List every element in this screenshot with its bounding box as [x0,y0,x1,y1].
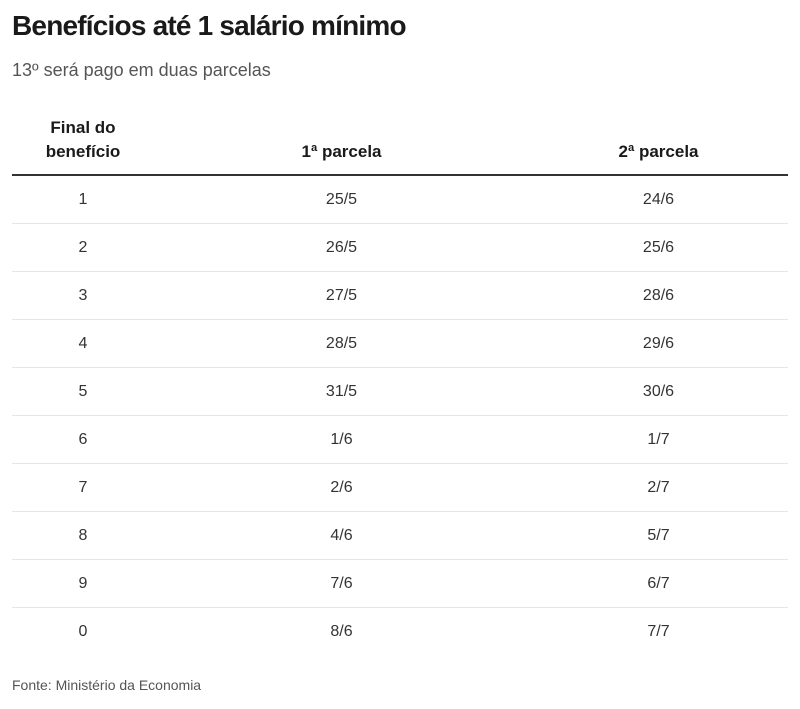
table-row: 1 25/5 24/6 [12,175,788,224]
cell-final: 7 [12,463,154,512]
cell-final: 5 [12,367,154,416]
table-row: 4 28/5 29/6 [12,319,788,368]
cell-2a-parcela: 28/6 [529,271,788,320]
column-header-2a-parcela: 2ª parcela [529,110,788,176]
cell-1a-parcela: 1/6 [154,415,529,464]
table-row: 0 8/6 7/7 [12,608,788,656]
column-header-final-do-beneficio: Final do benefício [12,110,154,176]
payment-schedule-table: Final do benefício 1ª parcela 2ª parcela… [12,110,788,655]
cell-final: 4 [12,319,154,368]
cell-2a-parcela: 2/7 [529,463,788,512]
cell-1a-parcela: 28/5 [154,319,529,368]
cell-final: 2 [12,223,154,272]
cell-1a-parcela: 4/6 [154,511,529,560]
cell-2a-parcela: 7/7 [647,622,670,640]
cell-1a-parcela: 2/6 [154,463,529,512]
table-row: 9 7/6 6/7 [12,559,788,608]
table-row: 3 27/5 28/6 [12,271,788,320]
cell-2a-parcela: 5/7 [529,511,788,560]
page-subtitle: 13º será pago em duas parcelas [12,60,271,80]
table-row: 5 31/5 30/6 [12,367,788,416]
cell-1a-parcela: 31/5 [154,367,529,416]
table-row: 7 2/6 2/7 [12,463,788,512]
cell-2a-parcela: 29/6 [529,319,788,368]
table-body: 1 25/5 24/6 2 26/5 25/6 3 27/5 28/6 4 28… [12,175,788,655]
cell-final: 6 [12,415,154,464]
cell-final: 3 [12,271,154,320]
cell-2a-parcela: 1/7 [529,415,788,464]
cell-final: 1 [12,175,154,224]
cell-final: 0 [78,622,88,640]
cell-final: 9 [12,559,154,608]
cell-2a-parcela: 6/7 [529,559,788,608]
source-note: Fonte: Ministério da Economia [12,677,202,693]
cell-2a-parcela: 25/6 [529,223,788,272]
table-row: 2 26/5 25/6 [12,223,788,272]
column-header-1a-parcela: 1ª parcela [154,110,529,176]
page-title: Benefícios até 1 salário mínimo [12,10,407,41]
cell-1a-parcela: 27/5 [154,271,529,320]
table-row: 6 1/6 1/7 [12,415,788,464]
cell-1a-parcela: 8/6 [330,622,353,640]
cell-2a-parcela: 24/6 [529,175,788,224]
cell-1a-parcela: 7/6 [154,559,529,608]
table-row: 8 4/6 5/7 [12,511,788,560]
cell-final: 8 [12,511,154,560]
table-header-row: Final do benefício 1ª parcela 2ª parcela [12,110,788,176]
cell-1a-parcela: 25/5 [154,175,529,224]
cell-1a-parcela: 26/5 [154,223,529,272]
cell-2a-parcela: 30/6 [529,367,788,416]
